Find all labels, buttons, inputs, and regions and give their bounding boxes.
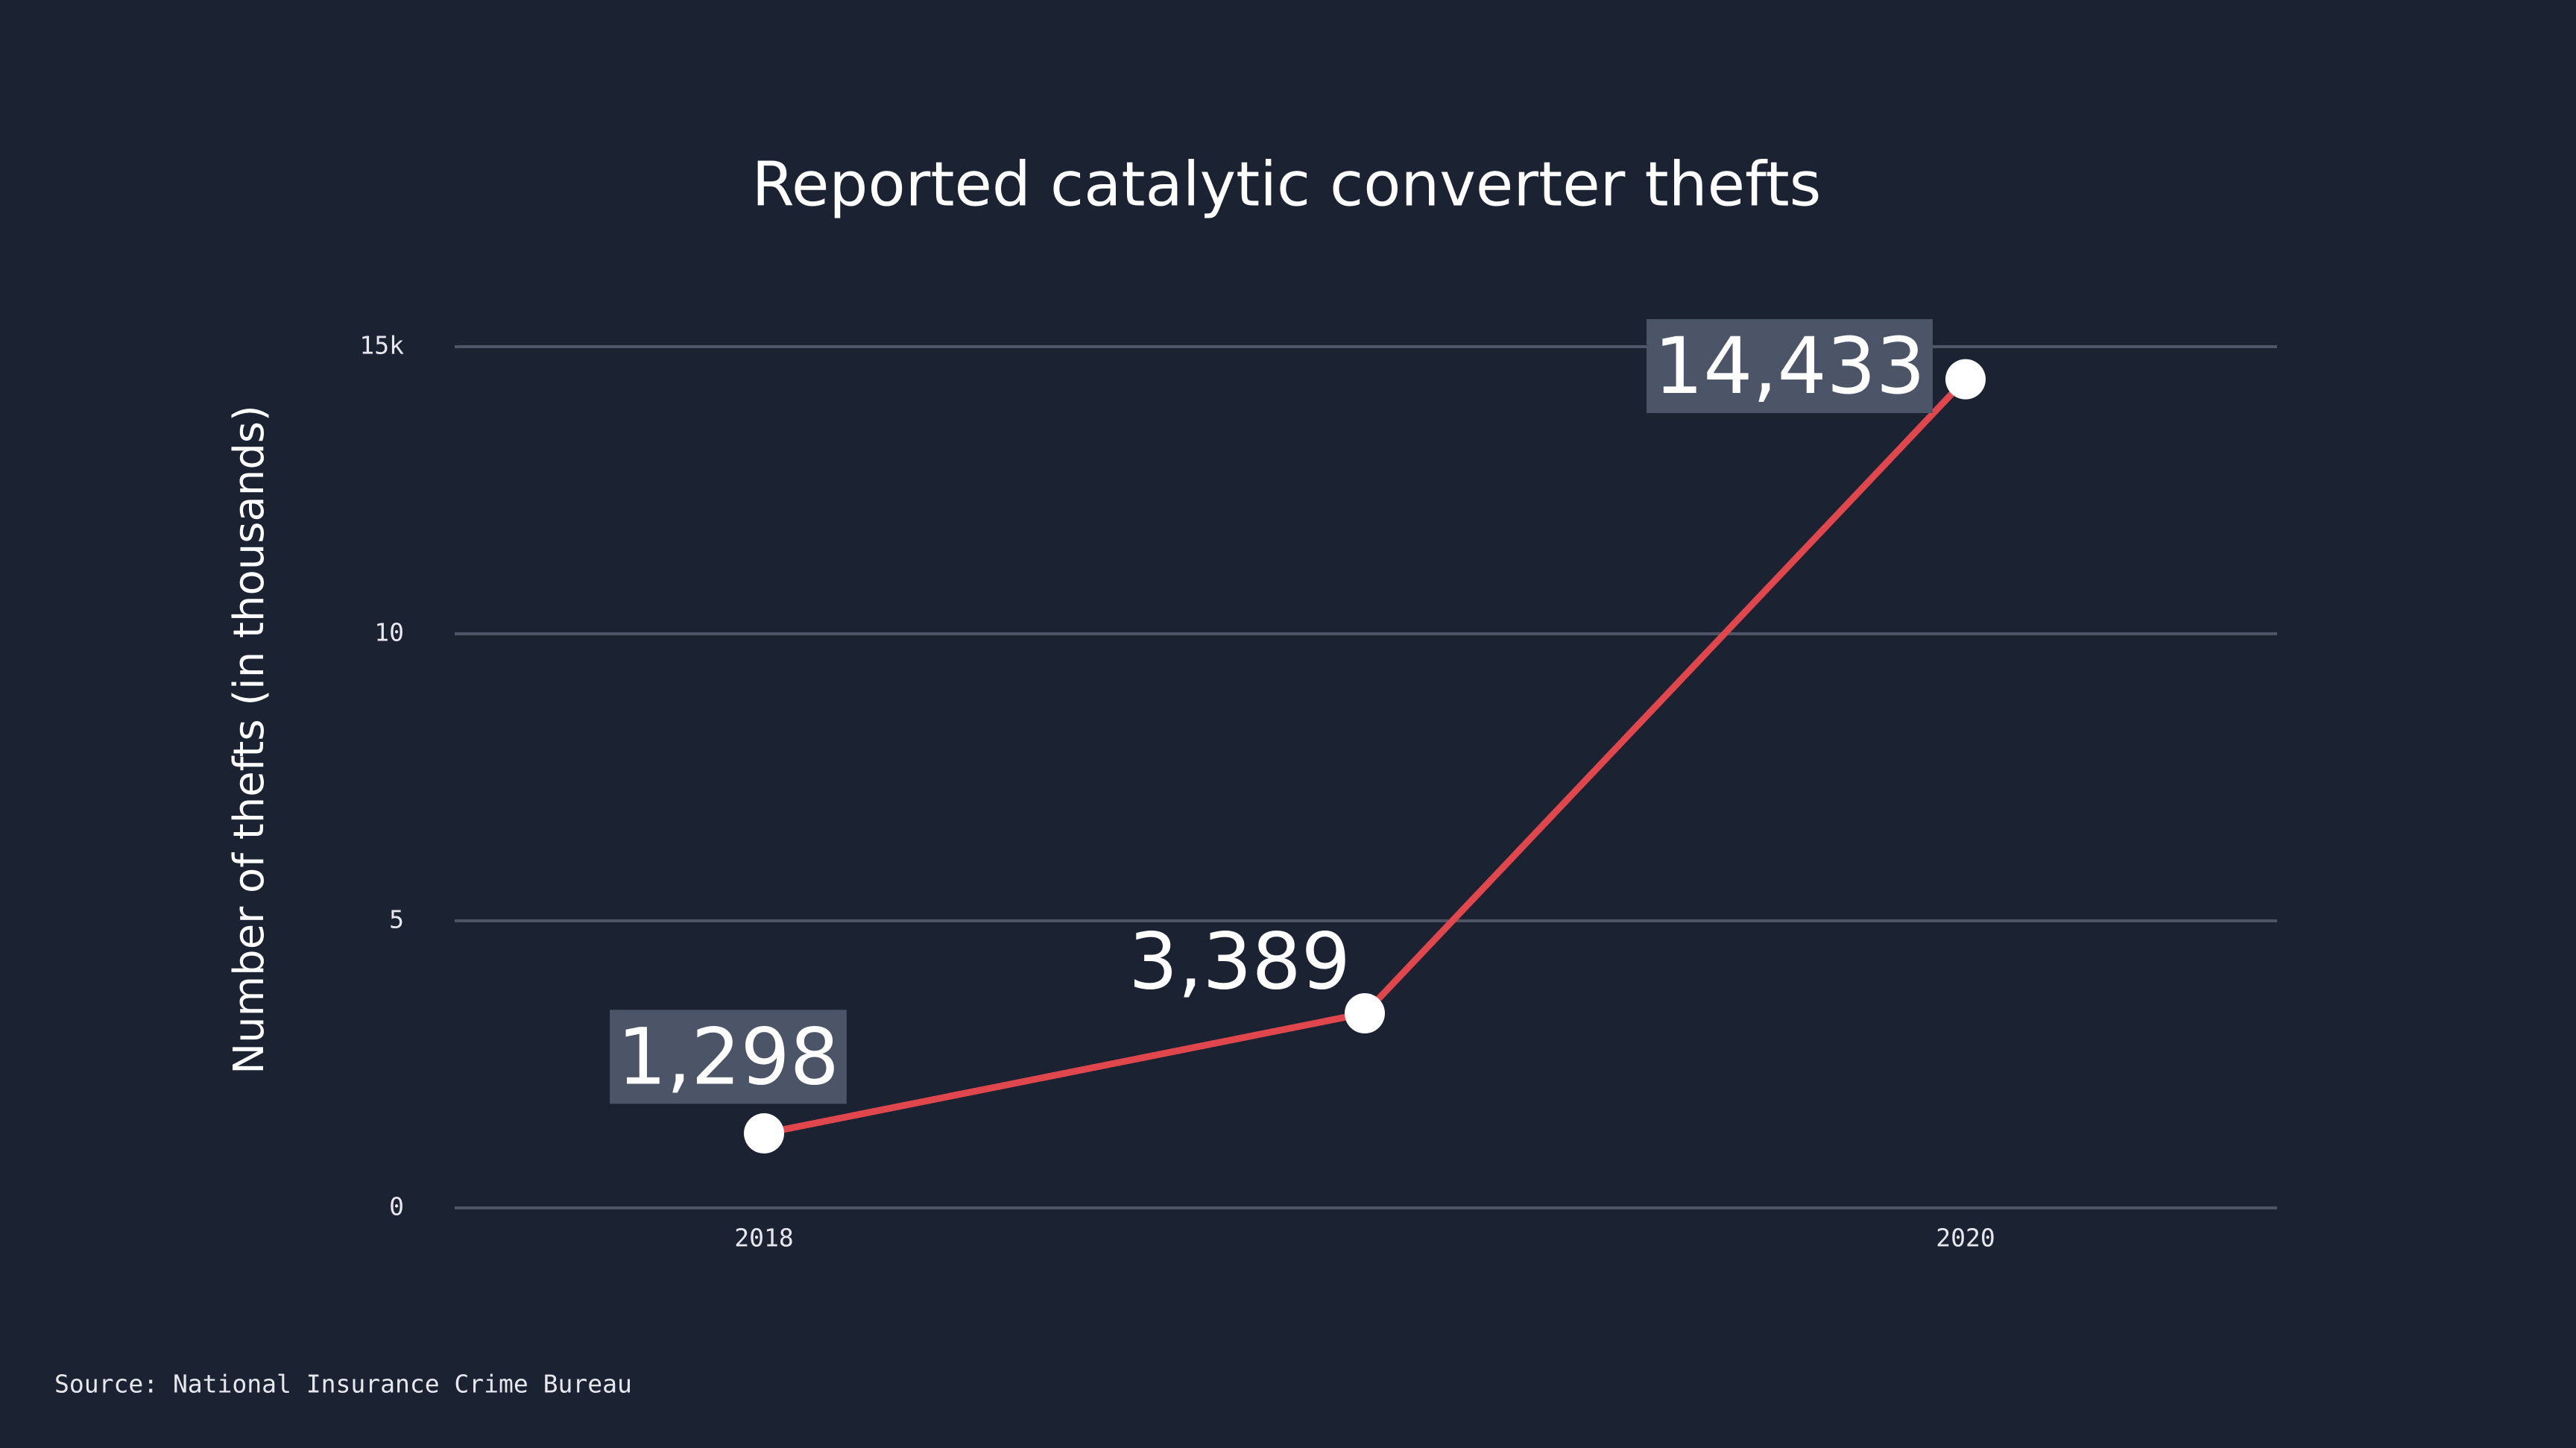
y-tick-label: 0: [389, 1192, 404, 1221]
value-label-group: 3,389: [1128, 916, 1351, 1007]
data-point: [744, 1113, 784, 1154]
value-label: 14,433: [1654, 321, 1925, 412]
x-tick-label: 2020: [1936, 1224, 1995, 1253]
y-tick-label: 15k: [359, 331, 404, 360]
y-tick-label: 5: [389, 905, 404, 934]
value-label-group: 1,298: [610, 1010, 847, 1104]
value-label-backdrop: [610, 1010, 847, 1104]
source-note: Source: National Insurance Crime Bureau: [54, 1370, 632, 1399]
value-label-group: 14,433: [1647, 318, 1933, 413]
x-tick-label: 2018: [734, 1224, 793, 1253]
value-label-backdrop: [1647, 318, 1933, 413]
y-tick-label: 10: [374, 618, 404, 647]
value-label: 3,389: [1128, 916, 1351, 1007]
data-point: [1345, 993, 1385, 1034]
data-point: [1945, 359, 1986, 400]
y-axis-label: Number of thefts (in thousands): [225, 405, 274, 1074]
chart-title: Reported catalytic converter thefts: [752, 149, 1822, 220]
value-label: 1,298: [617, 1011, 839, 1102]
